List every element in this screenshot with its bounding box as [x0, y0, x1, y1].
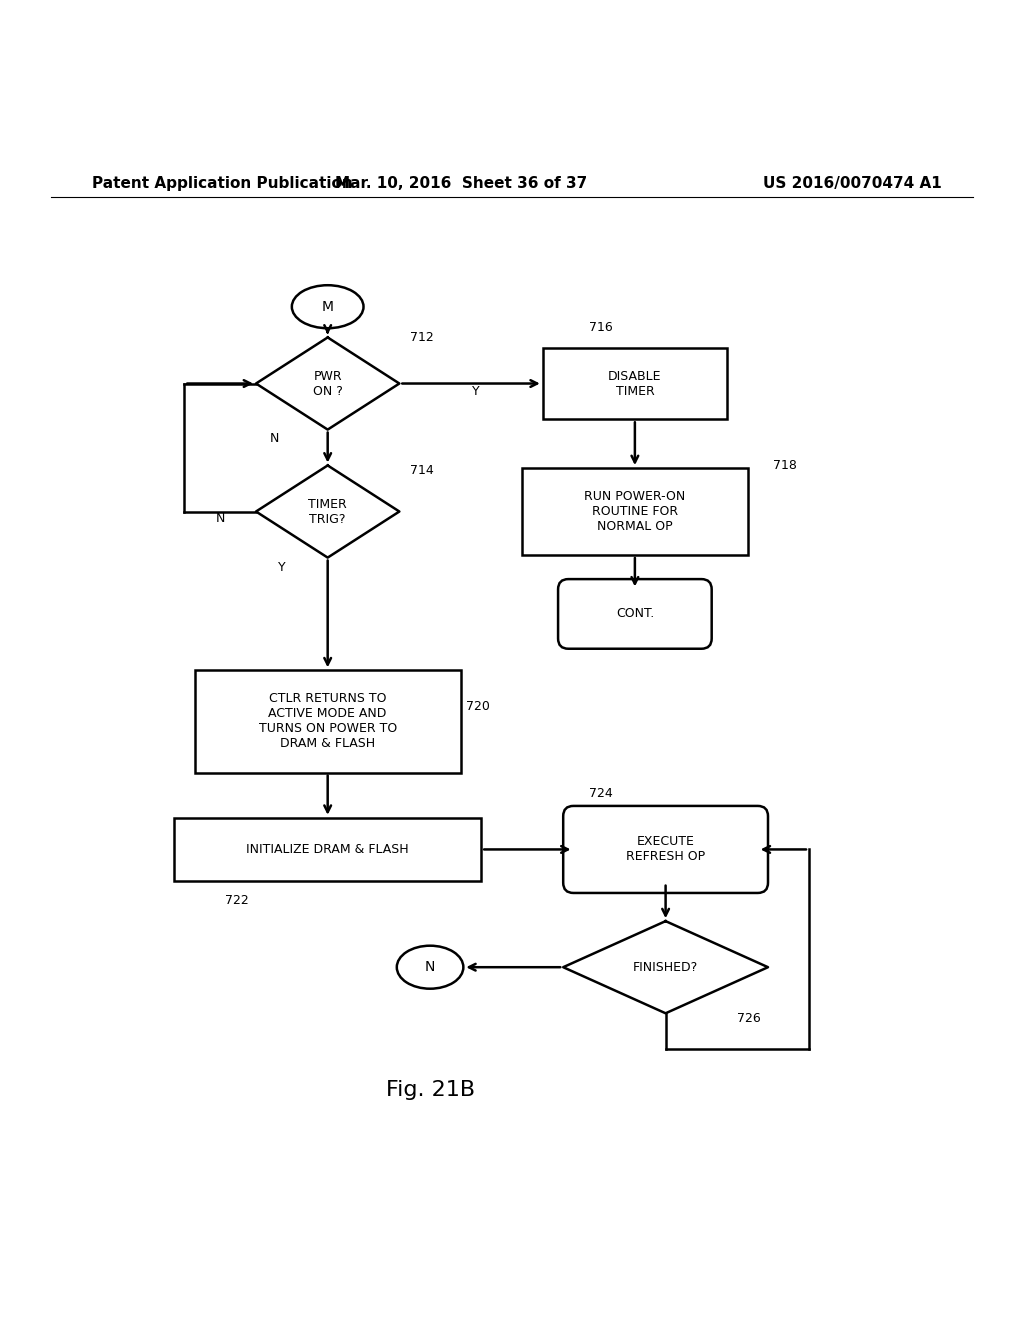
Text: RUN POWER-ON
ROUTINE FOR
NORMAL OP: RUN POWER-ON ROUTINE FOR NORMAL OP — [585, 490, 685, 533]
Text: TIMER
TRIG?: TIMER TRIG? — [308, 498, 347, 525]
Text: Fig. 21B: Fig. 21B — [385, 1080, 475, 1100]
Text: PWR
ON ?: PWR ON ? — [312, 370, 343, 397]
Text: CTLR RETURNS TO
ACTIVE MODE AND
TURNS ON POWER TO
DRAM & FLASH: CTLR RETURNS TO ACTIVE MODE AND TURNS ON… — [258, 693, 397, 751]
Text: Patent Application Publication: Patent Application Publication — [92, 177, 353, 191]
Text: M: M — [322, 300, 334, 314]
Ellipse shape — [292, 285, 364, 329]
Bar — [522, 469, 748, 554]
Text: FINISHED?: FINISHED? — [633, 961, 698, 974]
Text: N: N — [269, 433, 280, 445]
FancyBboxPatch shape — [563, 807, 768, 892]
Text: DISABLE
TIMER: DISABLE TIMER — [608, 370, 662, 397]
Text: INITIALIZE DRAM & FLASH: INITIALIZE DRAM & FLASH — [247, 843, 409, 855]
Text: CONT.: CONT. — [615, 607, 654, 620]
Bar — [174, 817, 481, 882]
FancyBboxPatch shape — [558, 579, 712, 648]
Text: 716: 716 — [589, 321, 612, 334]
Text: Y: Y — [278, 561, 286, 574]
Bar — [195, 671, 461, 772]
Text: Y: Y — [472, 385, 480, 399]
Ellipse shape — [396, 945, 463, 989]
Text: US 2016/0070474 A1: US 2016/0070474 A1 — [763, 177, 942, 191]
Bar — [543, 347, 727, 420]
Text: Mar. 10, 2016  Sheet 36 of 37: Mar. 10, 2016 Sheet 36 of 37 — [335, 177, 587, 191]
Text: 722: 722 — [225, 894, 249, 907]
Text: 726: 726 — [737, 1012, 761, 1024]
Text: 714: 714 — [410, 465, 433, 477]
Text: 712: 712 — [410, 331, 433, 345]
Text: N: N — [215, 512, 225, 525]
Text: EXECUTE
REFRESH OP: EXECUTE REFRESH OP — [626, 836, 706, 863]
Text: 724: 724 — [589, 787, 612, 800]
Text: N: N — [425, 960, 435, 974]
Text: 720: 720 — [466, 700, 489, 713]
Text: 718: 718 — [773, 459, 797, 473]
